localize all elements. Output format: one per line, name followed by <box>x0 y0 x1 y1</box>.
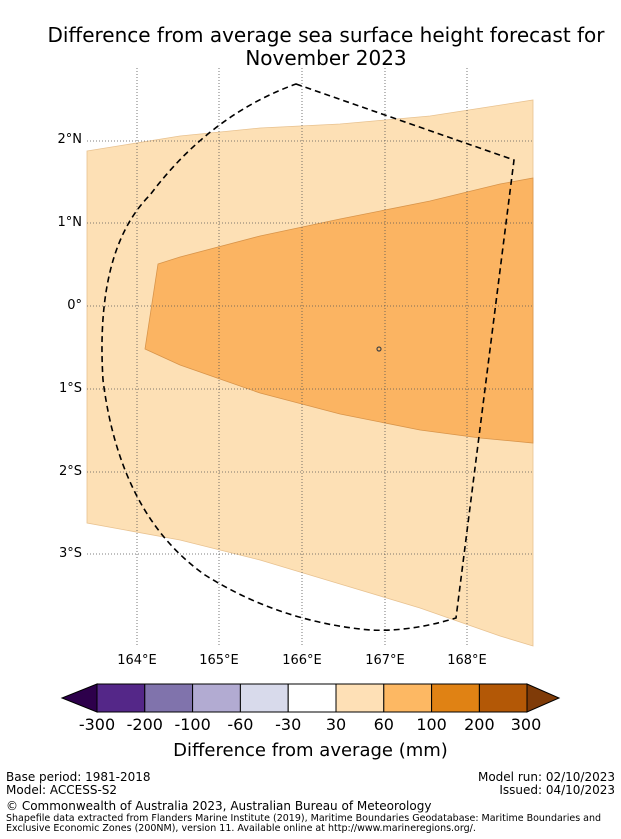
colorbar-title: Difference from average (mm) <box>173 740 448 761</box>
lat-label-1s: 1°S <box>58 381 82 396</box>
colorbar-tick-label: 60 <box>373 715 394 734</box>
lat-label-2s: 2°S <box>58 464 82 479</box>
lat-label-0: 0° <box>67 298 82 313</box>
colorbar-segment-8 <box>431 683 480 713</box>
eez-boundary <box>101 83 515 632</box>
colorbar-segment-4 <box>239 683 289 713</box>
island-marker <box>376 346 382 352</box>
colorbar-tick-label: 30 <box>325 715 347 734</box>
colorbar-segment-7 <box>383 683 433 713</box>
colorbar-high-arrow <box>526 683 561 713</box>
lat-label-3s: 3°S <box>58 546 82 561</box>
gridlines <box>87 68 533 646</box>
copyright: © Commonwealth of Australia 2023, Austra… <box>6 799 432 813</box>
colorbar-low-arrow <box>60 683 98 713</box>
colorbar-tick-label: -200 <box>126 715 163 734</box>
colorbar-segment-2 <box>144 683 194 713</box>
lon-label-167e: 167°E <box>365 653 405 668</box>
colorbar-segment-1 <box>96 683 146 713</box>
colorbar-tick-label: 300 <box>510 715 542 734</box>
lon-label-166e: 166°E <box>282 653 322 668</box>
colorbar-segment-3 <box>192 683 241 713</box>
shapefile-credit-line-1: Shapefile data extracted from Flanders M… <box>6 813 602 824</box>
colorbar-segment-6 <box>335 683 385 713</box>
colorbar-tick-label: -30 <box>275 715 302 734</box>
model-run: Model run: 02/10/2023 <box>477 770 615 784</box>
colorbar-tick-label: -300 <box>78 715 116 734</box>
colorbar-tick-label: 100 <box>416 715 447 734</box>
title-line-2: November 2023 <box>245 46 407 70</box>
colorbar-tick-label: 200 <box>464 715 495 734</box>
shapefile-credit-line-2: Exclusive Economic Zones (200NM), versio… <box>6 823 476 834</box>
colorbar <box>60 683 561 713</box>
chart-title: Difference from average sea surface heig… <box>0 24 621 70</box>
title-line-1: Difference from average sea surface heig… <box>47 23 605 47</box>
map-plot <box>86 68 534 647</box>
colorbar-tick-label: -100 <box>174 715 211 734</box>
colorbar-tick-label: -60 <box>227 715 254 734</box>
base-period: Base period: 1981-2018 <box>6 770 151 784</box>
lat-label-2n: 2°N <box>57 132 83 147</box>
issued-date: Issued: 04/10/2023 <box>499 783 615 797</box>
band-60-100 <box>144 177 534 444</box>
lon-label-168e: 168°E <box>447 653 487 668</box>
lat-label-1n: 1°N <box>57 215 83 230</box>
lon-label-164e: 164°E <box>117 653 157 668</box>
lon-label-165e: 165°E <box>199 653 239 668</box>
colorbar-segment-9 <box>478 683 528 713</box>
colorbar-segment-5 <box>287 683 337 713</box>
model-name: Model: ACCESS-S2 <box>6 783 118 797</box>
